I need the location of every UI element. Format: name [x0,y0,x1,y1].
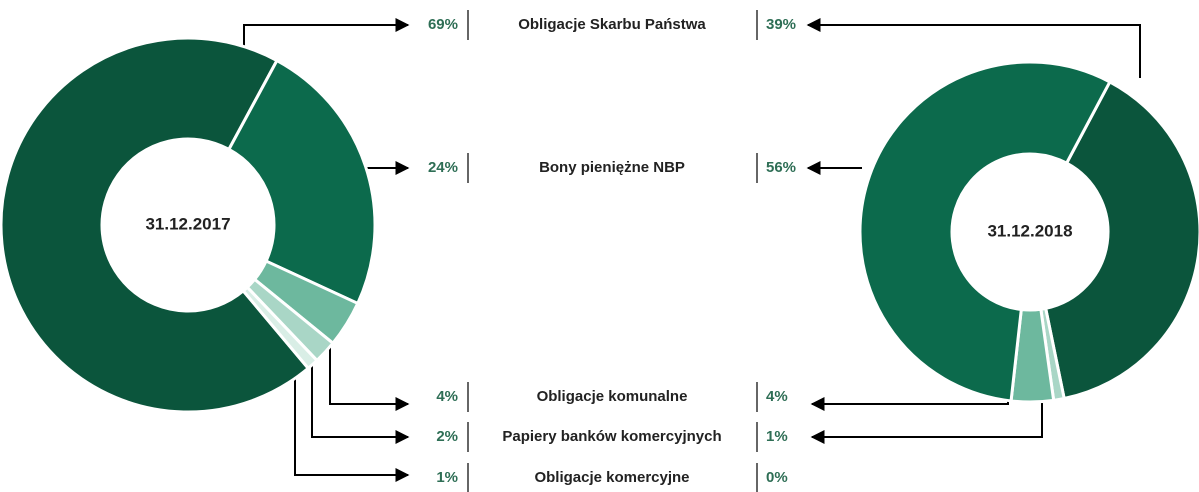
donut-slice [241,285,320,371]
category-label: Papiery banków komercyjnych [502,428,721,445]
category-label: Bony pieniężne NBP [539,159,685,176]
category-label: Obligacje komercyjne [534,469,689,486]
donut-slice [226,58,377,306]
series-name: 31.12.2018 [987,221,1072,240]
category-label: Obligacje Skarbu Państwa [518,16,706,33]
donut-slice [858,60,1112,403]
value-label: 0% [766,469,788,486]
value-label: 56% [766,159,796,176]
donut-slice [1043,79,1199,401]
donut-slice [0,36,311,414]
value-label: 39% [766,16,796,33]
value-label: 4% [436,388,458,405]
value-label: 69% [428,16,458,33]
series-name: 31.12.2017 [145,214,230,233]
value-label: 2% [436,428,458,445]
connectors [243,18,1141,482]
value-label: 4% [766,388,788,405]
category-label: Obligacje komunalne [537,388,688,405]
value-label: 24% [428,159,458,176]
value-label: 1% [766,428,788,445]
value-label: 1% [436,469,458,486]
